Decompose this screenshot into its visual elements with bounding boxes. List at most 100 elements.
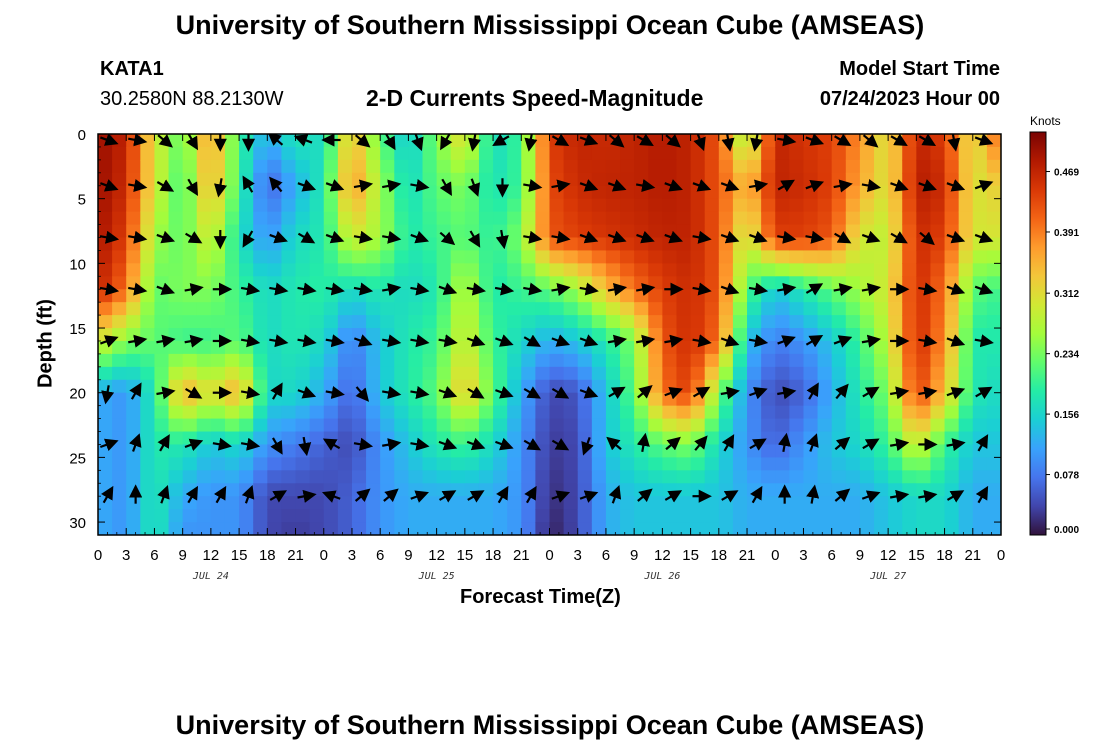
- heatmap-cell: [563, 509, 579, 523]
- heatmap-cell: [450, 366, 466, 381]
- heatmap-cell: [450, 328, 466, 342]
- heatmap-cell: [507, 276, 522, 290]
- heatmap-cell: [493, 198, 508, 213]
- heatmap-cell: [366, 211, 381, 226]
- heatmap-cell: [902, 457, 917, 471]
- heatmap-cell: [422, 405, 438, 420]
- current-vector-arrow: [777, 134, 797, 147]
- heatmap-cell: [337, 457, 353, 471]
- y-tick-label: 20: [69, 386, 86, 403]
- heatmap-cell: [253, 522, 268, 535]
- heatmap-cell: [478, 522, 494, 535]
- heatmap-cell: [239, 250, 254, 264]
- heatmap-cell: [140, 522, 156, 535]
- heatmap-cell: [916, 522, 932, 535]
- heatmap-cell: [493, 509, 508, 523]
- heatmap-cell: [845, 483, 861, 497]
- heatmap-cell: [986, 263, 1001, 277]
- current-vector-arrow: [410, 490, 429, 503]
- current-vector-arrow: [606, 436, 622, 451]
- heatmap-cell: [747, 457, 762, 471]
- heatmap-cell: [916, 263, 932, 277]
- heatmap-cell: [648, 509, 663, 523]
- heatmap-cell: [930, 470, 946, 484]
- heatmap-cell: [366, 198, 381, 213]
- heatmap-cell: [450, 276, 466, 290]
- heatmap-cell: [267, 457, 283, 471]
- heatmap-cell: [323, 366, 339, 381]
- x-tick-label: 0: [771, 547, 779, 564]
- heatmap-cell: [309, 418, 325, 433]
- heatmap-cell: [323, 353, 339, 368]
- heatmap-cell: [507, 134, 522, 148]
- heatmap-cell: [817, 289, 833, 303]
- heatmap-cell: [803, 457, 819, 471]
- heatmap-cell: [605, 366, 621, 381]
- heatmap-cell: [168, 496, 184, 510]
- heatmap-cell: [916, 366, 932, 381]
- heatmap-cell: [168, 392, 184, 407]
- heatmap-cell: [380, 418, 395, 433]
- heatmap-cell: [478, 457, 494, 471]
- heatmap-cell: [394, 470, 410, 484]
- heatmap-cell: [761, 159, 776, 174]
- heatmap-cell: [126, 302, 141, 316]
- current-vector-arrow: [975, 386, 993, 400]
- heatmap-cell: [986, 444, 1001, 458]
- current-vector-arrow: [890, 134, 908, 146]
- heatmap-cell: [224, 405, 240, 420]
- heatmap-cell: [323, 470, 339, 484]
- heatmap-cell: [196, 302, 212, 316]
- x-tick-label: 3: [574, 547, 582, 564]
- current-vector-arrow: [410, 179, 430, 193]
- current-vector-arrow: [889, 489, 910, 503]
- heatmap-cell: [845, 302, 861, 316]
- heatmap-cell: [874, 353, 889, 368]
- heatmap-cell: [337, 496, 353, 510]
- heatmap-cell: [648, 353, 663, 368]
- heatmap-cell: [676, 250, 692, 264]
- heatmap-cell: [408, 315, 424, 329]
- current-vector-arrow: [156, 282, 176, 295]
- heatmap-cell: [239, 134, 254, 148]
- heatmap-cell: [422, 302, 438, 316]
- heatmap-cell: [267, 509, 283, 523]
- heatmap-cell: [888, 289, 903, 303]
- heatmap-cell: [351, 211, 367, 226]
- colorbar-gradient: [1029, 131, 1047, 536]
- heatmap-cell: [422, 470, 438, 484]
- heatmap-cell: [309, 496, 325, 510]
- heatmap-cell: [972, 418, 988, 433]
- heatmap-cell: [535, 457, 551, 471]
- heatmap-cell: [436, 509, 452, 523]
- current-vector-arrow: [862, 134, 879, 148]
- current-vector-arrow: [551, 438, 570, 451]
- heatmap-cell: [803, 159, 819, 174]
- heatmap-cell: [874, 509, 889, 523]
- current-vector-arrow: [805, 283, 824, 296]
- heatmap-cell: [224, 159, 240, 174]
- heatmap-cell: [789, 315, 805, 329]
- heatmap-cell: [521, 405, 536, 420]
- heatmap-cell: [98, 146, 113, 161]
- heatmap-cell: [704, 146, 720, 161]
- heatmap-cell: [845, 250, 861, 264]
- heatmap-cell: [986, 211, 1001, 226]
- heatmap-cell: [126, 198, 141, 213]
- heatmap-cell: [351, 250, 367, 264]
- heatmap-cell: [620, 509, 635, 523]
- heatmap-cell: [916, 159, 932, 174]
- heatmap-cell: [507, 315, 522, 329]
- heatmap-cell: [972, 146, 988, 161]
- heatmap-cell: [337, 353, 353, 368]
- heatmap-cell: [732, 146, 748, 161]
- heatmap-cell: [210, 263, 226, 277]
- heatmap-cell: [196, 250, 212, 264]
- heatmap-cell: [747, 405, 762, 420]
- heatmap-cell: [902, 224, 917, 239]
- heatmap-cell: [478, 211, 494, 226]
- heatmap-cell: [126, 211, 141, 226]
- heatmap-cell: [464, 198, 480, 213]
- current-vector-arrow: [269, 490, 288, 503]
- heatmap-cell: [309, 328, 325, 342]
